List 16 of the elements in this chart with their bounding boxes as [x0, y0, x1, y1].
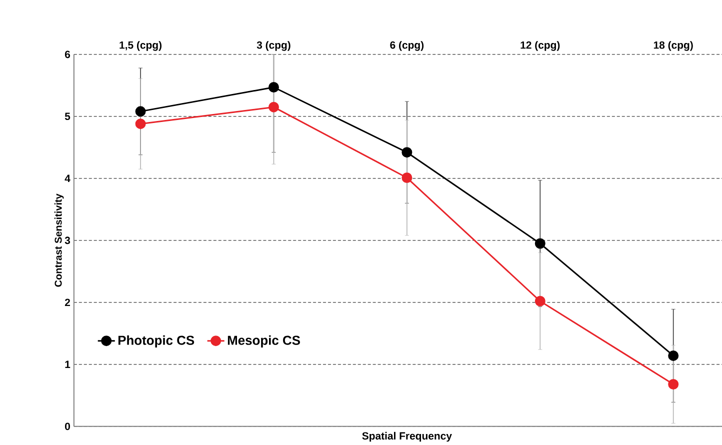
legend-label: Photopic CS — [118, 335, 194, 348]
x-tick-label: 6 (cpg) — [390, 41, 424, 51]
x-axis-title: Spatial Frequency — [362, 432, 452, 442]
y-axis-title: Contrast Sensitivity — [54, 194, 64, 287]
y-tick-label: 1 — [65, 360, 70, 368]
x-tick-label: 18 (cpg) — [654, 41, 693, 51]
y-tick-label: 2 — [64, 298, 70, 306]
y-tick-label: 3 — [64, 236, 70, 244]
y-tick-label: 5 — [64, 112, 70, 120]
x-tick-label: 3 (cpg) — [256, 41, 290, 51]
y-tick-label: 0 — [65, 422, 70, 430]
x-tick-label: 1,5 (cpg) — [120, 41, 162, 51]
y-tick-label: 6 — [64, 50, 70, 58]
x-tick-label: 12 (cpg) — [520, 41, 560, 51]
y-tick-label: 4 — [64, 174, 70, 182]
legend-label: Mesopic CS — [228, 335, 300, 348]
